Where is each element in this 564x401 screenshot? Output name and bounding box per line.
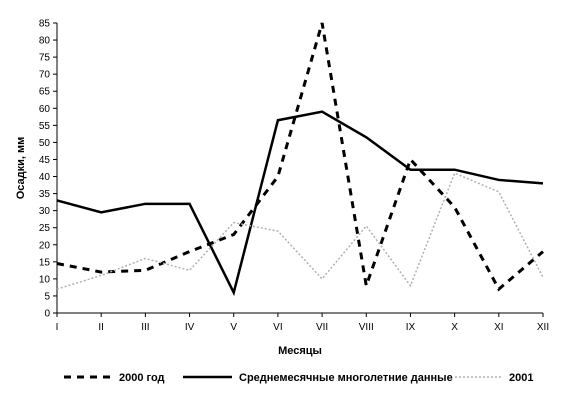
- y-tick-label: 45: [39, 155, 51, 166]
- y-tick-label: 20: [39, 240, 51, 251]
- x-tick-label: VI: [273, 322, 282, 333]
- legend-label-2: Среднемесячные многолетние данные: [239, 372, 453, 384]
- series-line-3: [56, 172, 544, 290]
- y-tick-label: 5: [44, 291, 50, 302]
- y-tick-label: 10: [39, 274, 51, 285]
- x-axis-title: Месяцы: [278, 345, 322, 357]
- y-tick-label: 70: [39, 70, 51, 81]
- y-axis-title: Осадки, мм: [15, 137, 27, 200]
- y-tick-label: 0: [44, 309, 50, 320]
- x-tick-label: XII: [537, 322, 549, 333]
- series-layer: [56, 22, 544, 297]
- x-tick-label: IV: [185, 322, 195, 333]
- legend-label-1: 2000 год: [119, 372, 165, 384]
- y-tick-label: 85: [39, 19, 51, 30]
- x-tick-label: IX: [406, 322, 416, 333]
- x-tick-label: V: [230, 322, 237, 333]
- y-tick-label: 50: [39, 138, 51, 149]
- legend-label-3: 2001: [509, 372, 533, 384]
- y-tick-label: 15: [39, 257, 51, 268]
- series-line-2: [56, 110, 544, 297]
- y-tick-label: 75: [39, 53, 51, 64]
- y-tick-label: 40: [39, 172, 51, 183]
- series-line-1: [56, 22, 544, 292]
- y-tick-label: 65: [39, 87, 51, 98]
- y-tick-label: 25: [39, 223, 51, 234]
- x-tick-label: I: [56, 322, 59, 333]
- y-tick-label: 80: [39, 36, 51, 47]
- x-tick-label: VII: [316, 322, 328, 333]
- y-tick-label: 35: [39, 189, 51, 200]
- x-tick-label: II: [98, 322, 104, 333]
- x-tick-label: III: [141, 322, 149, 333]
- y-tick-label: 55: [39, 121, 51, 132]
- y-tick-label: 60: [39, 104, 51, 115]
- x-tick-label: XI: [494, 322, 503, 333]
- x-tick-label: X: [451, 322, 458, 333]
- y-axis: 0 5 10 15 20 25 30 35 40 45 50 55 60 65 70 75 80 85: [39, 19, 58, 320]
- x-axis: I II III IV V VI VII VIII IX X XI XII: [56, 312, 549, 333]
- y-tick-label: 30: [39, 206, 51, 217]
- legend: 2000 год Среднемесячные многолетние данны…: [64, 372, 533, 384]
- x-tick-label: VIII: [359, 322, 374, 333]
